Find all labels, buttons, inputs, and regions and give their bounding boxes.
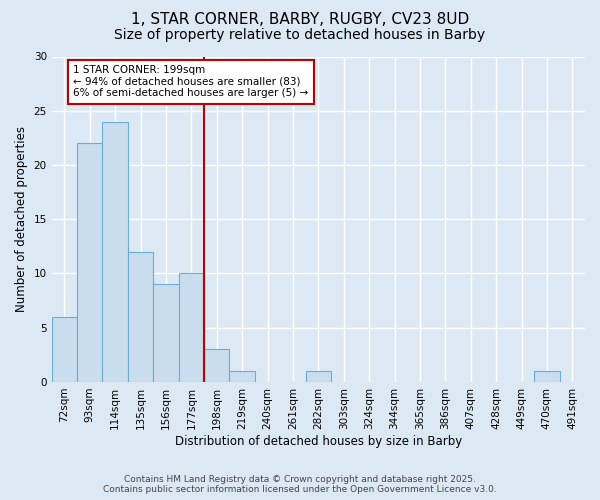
- Bar: [153, 284, 179, 382]
- Text: 1, STAR CORNER, BARBY, RUGBY, CV23 8UD: 1, STAR CORNER, BARBY, RUGBY, CV23 8UD: [131, 12, 469, 28]
- Bar: [534, 371, 560, 382]
- Bar: [52, 317, 77, 382]
- Text: Contains HM Land Registry data © Crown copyright and database right 2025.
Contai: Contains HM Land Registry data © Crown c…: [103, 474, 497, 494]
- X-axis label: Distribution of detached houses by size in Barby: Distribution of detached houses by size …: [175, 434, 462, 448]
- Y-axis label: Number of detached properties: Number of detached properties: [15, 126, 28, 312]
- Bar: [229, 371, 255, 382]
- Bar: [305, 371, 331, 382]
- Bar: [204, 350, 229, 382]
- Bar: [103, 122, 128, 382]
- Text: 1 STAR CORNER: 199sqm
← 94% of detached houses are smaller (83)
6% of semi-detac: 1 STAR CORNER: 199sqm ← 94% of detached …: [73, 65, 308, 98]
- Text: Size of property relative to detached houses in Barby: Size of property relative to detached ho…: [115, 28, 485, 42]
- Bar: [77, 144, 103, 382]
- Bar: [179, 274, 204, 382]
- Bar: [128, 252, 153, 382]
